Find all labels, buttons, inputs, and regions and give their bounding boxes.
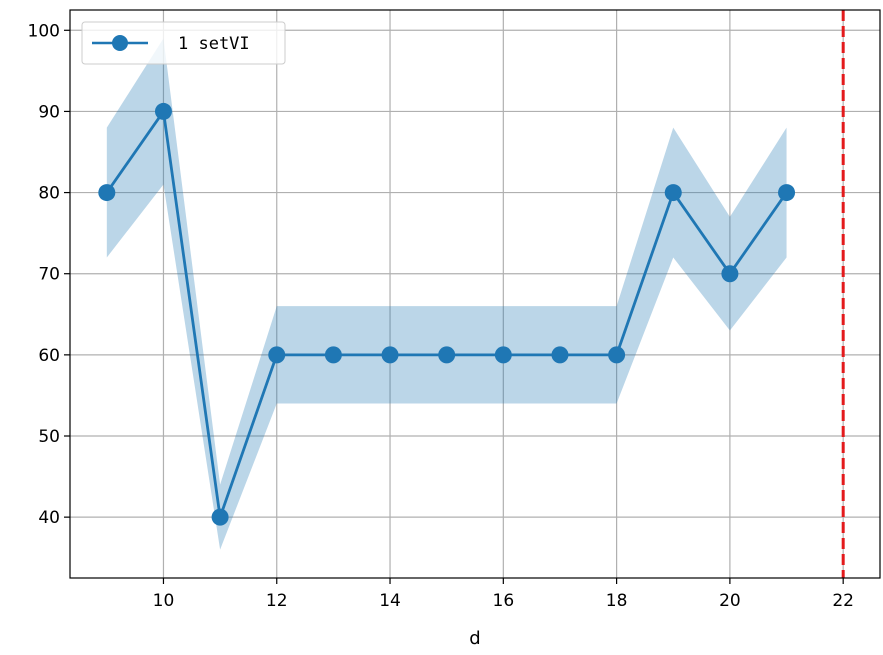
data-point	[438, 346, 456, 364]
data-point	[778, 184, 796, 202]
legend-entry-label: 1 setVI	[178, 34, 250, 54]
legend: 1 setVI	[81, 21, 286, 65]
x-tick-label: 12	[266, 591, 288, 611]
y-tick-label: 60	[38, 346, 60, 366]
data-point	[98, 184, 116, 202]
x-tick-label: 16	[493, 591, 515, 611]
y-tick-label: 50	[38, 427, 60, 447]
data-point	[608, 346, 626, 364]
y-tick-label: 90	[38, 102, 60, 122]
legend-marker-swatch	[112, 35, 128, 51]
x-axis-ticks: 10 12 14 16 18 20 22	[153, 578, 854, 611]
data-point	[154, 102, 172, 120]
x-axis-label: d	[469, 628, 480, 649]
data-point	[268, 346, 286, 364]
confidence-band-layer	[106, 38, 787, 550]
y-axis-ticks: 40 50 60 70 80 90 100	[28, 21, 70, 528]
data-point	[721, 265, 739, 283]
x-tick-label: 10	[153, 591, 175, 611]
data-point	[551, 346, 569, 364]
x-tick-label: 18	[606, 591, 628, 611]
y-tick-label: 70	[38, 265, 60, 285]
data-points-layer	[98, 102, 796, 526]
plot-frame	[69, 9, 881, 579]
y-tick-label: 80	[38, 184, 60, 204]
data-point	[381, 346, 399, 364]
y-tick-label: 40	[38, 508, 60, 528]
data-point	[494, 346, 512, 364]
data-point	[324, 346, 342, 364]
data-point	[664, 184, 682, 202]
x-tick-label: 22	[832, 591, 854, 611]
x-tick-label: 20	[719, 591, 741, 611]
y-tick-label: 100	[28, 21, 60, 41]
x-tick-label: 14	[379, 591, 401, 611]
legend-box	[81, 21, 286, 65]
data-point	[211, 508, 229, 526]
confidence-band	[106, 38, 787, 550]
